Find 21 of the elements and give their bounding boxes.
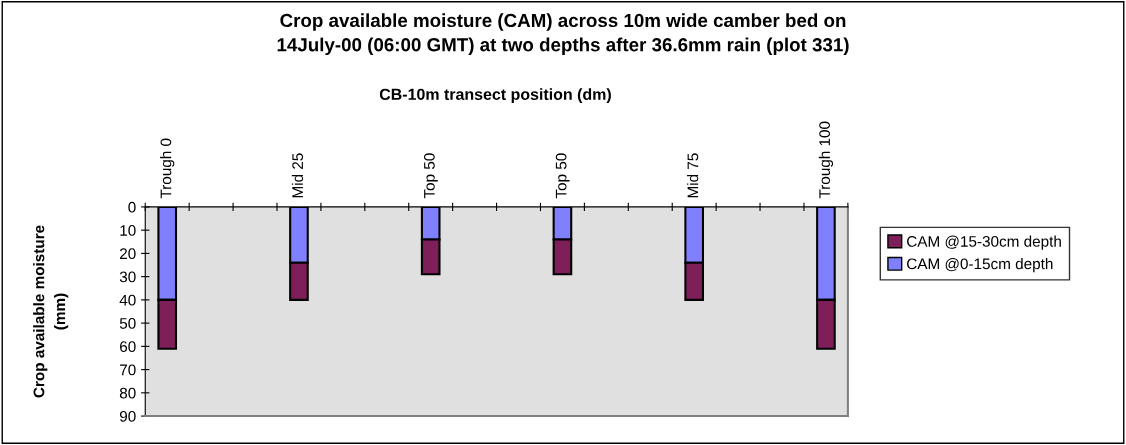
- y-axis-title: Crop available moisture (mm): [33, 225, 69, 398]
- y-tick-label: 30: [119, 271, 136, 283]
- x-tick-label: Mid 25: [291, 153, 304, 198]
- y-tick-label: 0: [128, 201, 136, 213]
- x-axis-title: CB-10m transect position (dm): [379, 88, 611, 104]
- x-tick-label: Top 50: [423, 153, 438, 199]
- x-tick-label: Mid 75: [687, 153, 699, 198]
- y-tick-label: 70: [120, 364, 136, 376]
- y-tick-label: 10: [120, 225, 136, 236]
- y-tick-label: 90: [119, 410, 136, 422]
- y-tick-label: 40: [119, 294, 136, 306]
- legend-label: CAM @15-30cm depth: [907, 235, 1061, 250]
- x-tick-label: Trough 0: [160, 138, 175, 199]
- legend-label: CAM @0-15cm depth: [907, 258, 1053, 273]
- chart-title: Crop available moisture (CAM) across 10m wide camber bed on 14July-00 (06:00 GMT) at two depths after 36.6mm rain (plot 331): [277, 13, 849, 56]
- x-tick-label: Trough 100: [818, 121, 834, 199]
- y-tick-label: 20: [120, 248, 136, 260]
- y-tick-label: 50: [119, 317, 136, 329]
- x-tick-label: Top 50: [555, 153, 570, 199]
- y-tick-label: 80: [119, 387, 136, 399]
- y-tick-label: 60: [120, 341, 136, 353]
